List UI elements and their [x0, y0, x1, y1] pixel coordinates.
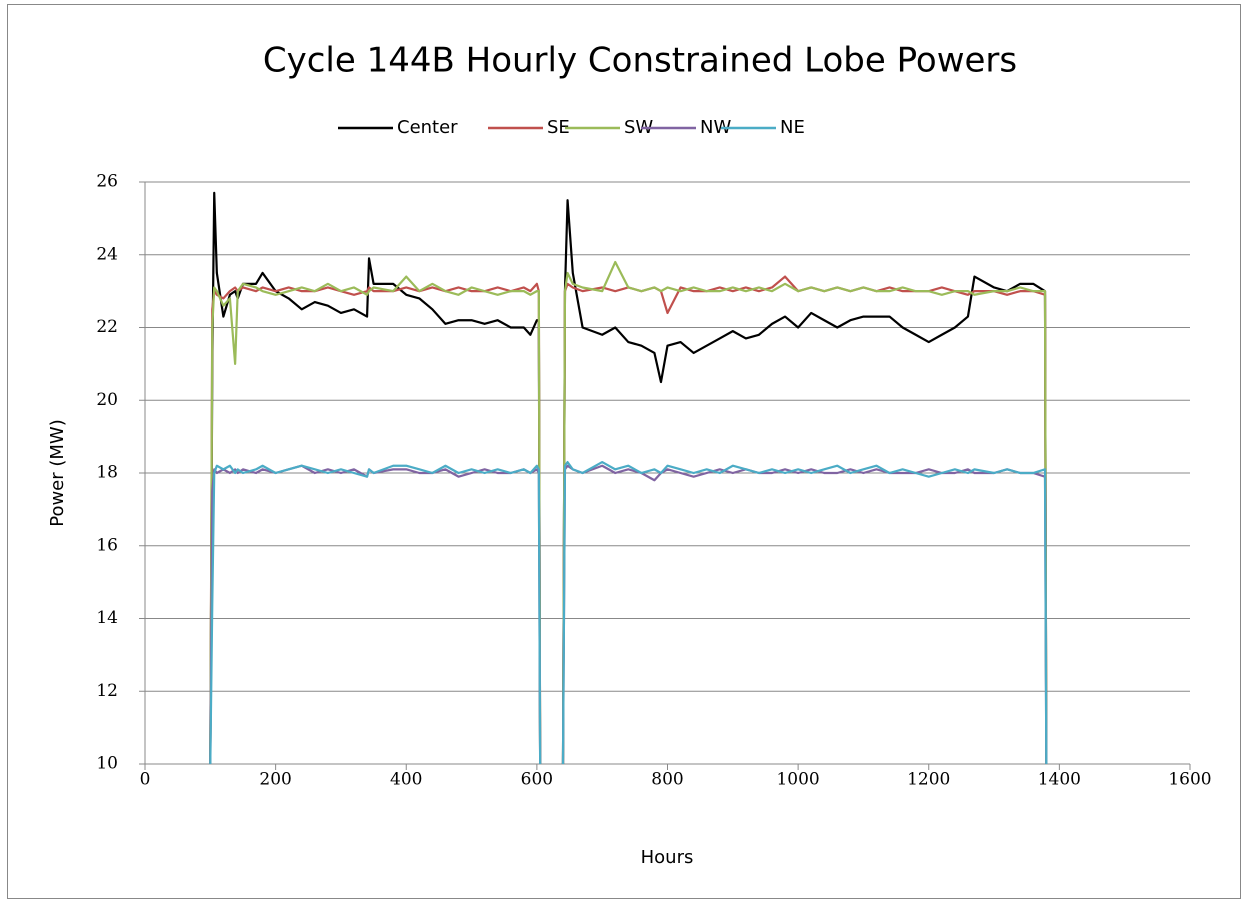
y-tick-label: 20 — [96, 390, 118, 410]
y-tick-label: 18 — [96, 463, 118, 483]
legend-label: NE — [780, 117, 805, 138]
y-tick-label: 14 — [96, 608, 118, 628]
x-tick-label: 400 — [390, 770, 422, 790]
chart-title: Cycle 144B Hourly Constrained Lobe Power… — [263, 41, 1017, 81]
y-tick-label: 16 — [96, 535, 118, 555]
chart-frame — [7, 4, 1241, 899]
y-tick-label: 22 — [96, 317, 118, 337]
y-axis-title: Power (MW) — [47, 419, 68, 527]
y-tick-label: 24 — [96, 244, 118, 264]
y-tick-label: 12 — [96, 681, 118, 701]
series-line — [209, 460, 1048, 765]
x-tick-label: 1400 — [1038, 770, 1081, 790]
legend-label: SE — [547, 117, 570, 138]
x-tick-label: 200 — [259, 770, 291, 790]
x-tick-label: 1000 — [776, 770, 819, 790]
series-line — [209, 191, 1048, 765]
x-tick-label: 0 — [140, 770, 151, 790]
y-tick-label: 26 — [96, 172, 118, 192]
series-line — [209, 275, 1048, 765]
y-tick-label: 10 — [96, 754, 118, 774]
x-tick-label: 800 — [651, 770, 683, 790]
series-line — [209, 260, 1048, 765]
x-tick-label: 600 — [521, 770, 553, 790]
legend-label: NW — [700, 117, 731, 138]
legend-label: SW — [624, 117, 653, 138]
x-tick-label: 1600 — [1168, 770, 1211, 790]
x-tick-label: 1200 — [907, 770, 950, 790]
x-axis-title: Hours — [641, 847, 694, 868]
legend-label: Center — [397, 117, 458, 138]
